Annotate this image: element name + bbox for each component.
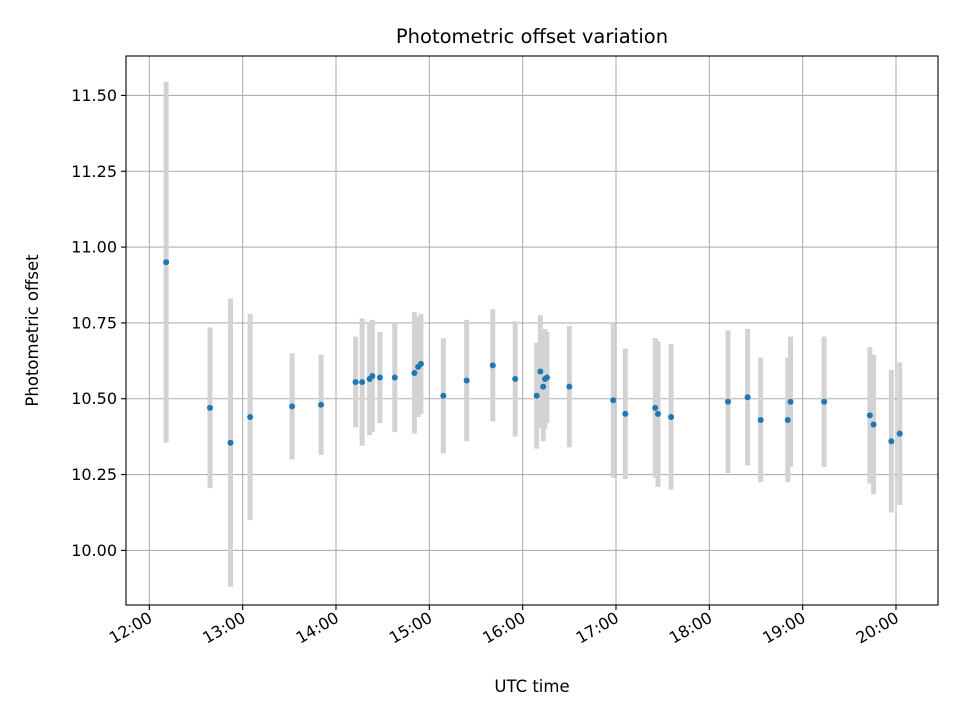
data-point: [888, 438, 895, 445]
data-point: [784, 416, 791, 423]
data-point: [821, 398, 828, 405]
data-point: [896, 430, 903, 437]
data-point: [318, 401, 325, 408]
data-point: [163, 259, 170, 266]
data-point: [725, 398, 731, 405]
data-point: [655, 410, 661, 417]
data-point: [668, 413, 675, 420]
data-point: [227, 439, 234, 446]
data-point: [463, 377, 470, 384]
data-point: [744, 394, 751, 401]
data-point: [540, 383, 547, 390]
data-point: [757, 416, 764, 423]
y-tick-label: 10.25: [71, 465, 117, 484]
y-axis-title: Photometric offset: [23, 254, 42, 407]
data-point: [866, 412, 873, 419]
y-tick-label: 10.75: [71, 313, 117, 332]
y-tick-label: 11.00: [71, 238, 117, 257]
data-point: [652, 404, 659, 411]
data-point: [489, 362, 496, 369]
data-point: [411, 369, 418, 376]
y-tick-label: 11.50: [71, 86, 117, 105]
y-tick-label: 10.50: [71, 389, 117, 408]
data-point: [543, 374, 550, 381]
data-point: [566, 383, 573, 390]
y-tick-label: 10.00: [71, 541, 117, 560]
data-point: [391, 374, 398, 381]
data-point: [369, 372, 376, 379]
data-point: [359, 379, 366, 386]
data-point: [537, 368, 544, 375]
data-point: [787, 398, 794, 405]
grid: [126, 56, 938, 605]
data-points: [163, 259, 903, 446]
data-point: [247, 413, 254, 420]
data-point: [352, 379, 359, 386]
data-point: [622, 410, 629, 417]
y-axis-ticks: 10.00 10.25 10.50 10.75 11.00 11.25 11.50: [71, 86, 126, 560]
data-point: [533, 392, 540, 399]
data-point: [207, 404, 213, 411]
plot-frame: [125, 55, 939, 606]
x-axis-title: UTC time: [494, 677, 569, 696]
data-point: [417, 360, 424, 367]
data-point: [376, 374, 383, 381]
data-point: [610, 397, 617, 404]
data-point: [870, 421, 877, 428]
data-point: [440, 392, 447, 399]
data-point: [512, 376, 519, 383]
data-point: [289, 403, 296, 410]
y-tick-label: 11.25: [71, 162, 117, 181]
chart-title: Photometric offset variation: [396, 25, 668, 48]
